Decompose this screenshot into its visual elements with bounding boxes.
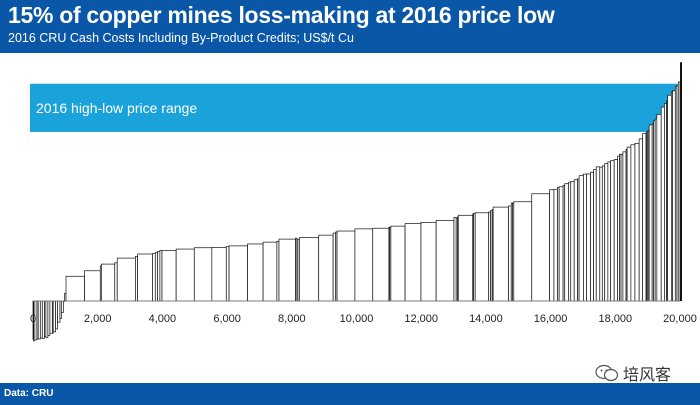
mine-bar [299,237,320,302]
x-tick-label: 2,000 [84,313,112,325]
mine-bar [578,175,584,302]
x-tick-label: 16,000 [534,313,568,325]
mine-bar [278,238,296,302]
chart-subtitle: 2016 CRU Cash Costs Including By-Product… [8,31,354,45]
mine-bar [336,230,356,302]
mine-bar [420,222,437,302]
mine-bar [152,253,156,302]
mine-bar [154,252,159,302]
mine-bar [622,151,627,302]
mine-bar [660,106,665,302]
mine-bar [262,241,278,302]
mine-bar [49,300,53,334]
mine-bar [667,94,672,302]
mine-bar [474,212,490,302]
mine-bar [677,81,681,302]
mine-bar [435,220,455,302]
x-tick-label: 4,000 [149,313,177,325]
x-tick-label: 10,000 [340,313,374,325]
mine-bar [564,183,570,302]
mine-bar [116,257,136,302]
mine-bar [114,262,118,302]
mine-bar [372,227,390,302]
mine-bar [457,214,474,302]
mine-bar [332,232,337,302]
mine-bar [508,205,512,302]
mine-bar [604,163,609,302]
mine-bar [634,142,640,302]
mine-bar [100,263,116,302]
mine-bar [228,245,248,302]
mine-bar [52,300,56,333]
mine-bar [586,173,591,302]
mine-bar [531,193,550,302]
mine-bar [570,181,575,302]
mine-bar [549,189,555,302]
mine-bar [211,247,227,302]
mine-bar [573,179,578,302]
watermark-text: 培风客 [623,367,672,384]
mine-bar [354,228,374,302]
mine-bar [638,138,644,302]
wechat-icon [595,364,619,382]
x-tick-label: 12,000 [404,313,438,325]
mine-bar [583,173,587,302]
mine-bar [595,166,601,302]
mine-bar [175,248,195,302]
mine-bar [613,159,619,302]
mine-bar [626,146,632,302]
mine-bar [247,243,264,302]
mine-bar [513,201,533,302]
mine-bar [642,133,647,302]
mine-bar [225,246,230,302]
x-tick-label: 8,000 [278,313,306,325]
footer-bar: Data: CRU [0,383,700,405]
mine-bar [590,171,595,302]
x-tick-label: 14,000 [469,313,503,325]
mine-bar [193,247,213,302]
mine-bar [601,165,606,302]
mine-bar [318,234,334,302]
mine-bar [161,250,177,302]
source-note: Data: CRU [4,388,54,399]
x-tick-label: 18,000 [598,313,632,325]
watermark: 培风客 [595,362,671,384]
chart-title: 15% of copper mines loss-making at 2016 … [8,2,555,28]
price-range-band-label: 2016 high-low price range [36,100,197,116]
mine-bar [404,223,422,302]
mine-bar [390,225,406,302]
mine-bar [553,188,558,302]
mine-bar [656,114,662,302]
cost-curve-chart: 2016 high-low price range 0 2,000 4,000 6,00… [30,62,697,342]
mine-bar [610,160,615,302]
mine-bar [65,275,85,302]
mine-bar [137,253,153,302]
mine-bar [60,300,64,313]
mine-bar [630,144,636,302]
mine-bar [648,124,653,302]
mine-bar [593,169,597,302]
header-bar: 15% of copper mines loss-making at 2016 … [0,0,700,53]
x-tick-label: 6,000 [213,313,241,325]
price-range-band [30,83,680,132]
mine-bar [558,186,564,302]
mine-bar [672,90,676,302]
mine-bar [599,166,603,302]
mine-bar [680,62,682,301]
mine-bar [57,300,61,323]
x-tick-label: 0 [30,313,36,325]
mine-bar [492,206,509,302]
mine-bar [607,161,612,302]
mine-bar [84,270,101,302]
x-tick-label: 20,000 [663,313,697,325]
